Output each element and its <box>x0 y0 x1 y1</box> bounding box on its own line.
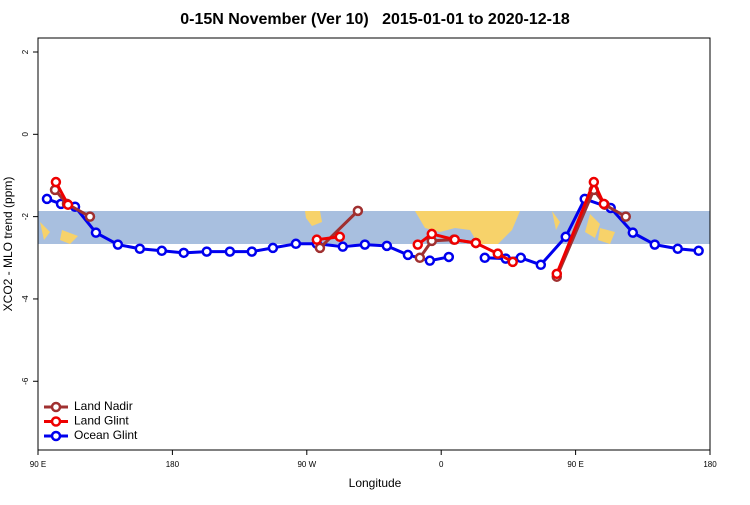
x-tick-label: 90 W <box>297 460 316 469</box>
legend-label: Land Nadir <box>74 399 133 413</box>
series-line <box>54 180 606 275</box>
point <box>402 249 414 261</box>
legend-marker <box>50 430 62 442</box>
point <box>224 246 236 257</box>
point <box>449 234 461 245</box>
point <box>693 245 704 257</box>
x-tick-label: 180 <box>703 460 717 469</box>
plot-frame <box>37 37 711 451</box>
point <box>560 231 571 243</box>
point <box>620 211 632 222</box>
point <box>627 227 639 238</box>
point <box>507 256 518 268</box>
point <box>352 205 364 217</box>
point <box>515 252 527 264</box>
point <box>246 246 258 257</box>
chart-title: 0-15N November (Ver 10) 2015-01-01 to 20… <box>180 11 570 28</box>
point <box>84 211 96 222</box>
y-tick-label: 2 <box>21 49 30 54</box>
x-tick-label: 0 <box>439 460 444 469</box>
point <box>535 259 547 271</box>
x-axis-label: Longitude <box>349 476 402 490</box>
point <box>381 240 393 252</box>
point <box>134 243 146 254</box>
point <box>201 246 212 257</box>
point <box>41 193 53 205</box>
map-band <box>38 211 710 244</box>
legend-marker <box>50 416 62 427</box>
y-tick-label: -2 <box>21 213 30 221</box>
point <box>267 242 279 254</box>
point <box>588 176 600 188</box>
point <box>290 238 302 250</box>
y-tick-label: -4 <box>21 295 30 303</box>
point <box>649 239 660 250</box>
x-tick-label: 90 E <box>567 460 583 469</box>
y-tick-label: 0 <box>21 132 30 137</box>
point <box>314 242 326 254</box>
point <box>443 251 455 263</box>
point <box>426 228 438 240</box>
point <box>311 234 323 245</box>
point <box>551 268 563 280</box>
y-axis-label: XCO2 - MLO trend (ppm) <box>1 177 15 312</box>
legend-label: Ocean Glint <box>74 428 138 442</box>
x-tick-label: 90 E <box>30 460 46 469</box>
y-tick-label: -6 <box>21 377 30 385</box>
legend-label: Land Glint <box>74 414 129 428</box>
point <box>492 248 504 259</box>
point <box>337 241 349 252</box>
point <box>359 239 371 250</box>
point <box>598 198 610 210</box>
point <box>112 239 124 250</box>
point <box>672 243 683 254</box>
point <box>50 176 62 188</box>
x-tick-label: 180 <box>166 460 180 469</box>
point <box>470 237 482 249</box>
legend-marker <box>50 401 62 413</box>
point <box>424 255 436 266</box>
point <box>414 252 426 264</box>
point <box>479 252 491 264</box>
point <box>156 245 168 257</box>
point <box>178 247 189 259</box>
point <box>334 231 346 243</box>
point <box>62 199 74 210</box>
point <box>412 239 424 250</box>
point <box>90 227 102 238</box>
